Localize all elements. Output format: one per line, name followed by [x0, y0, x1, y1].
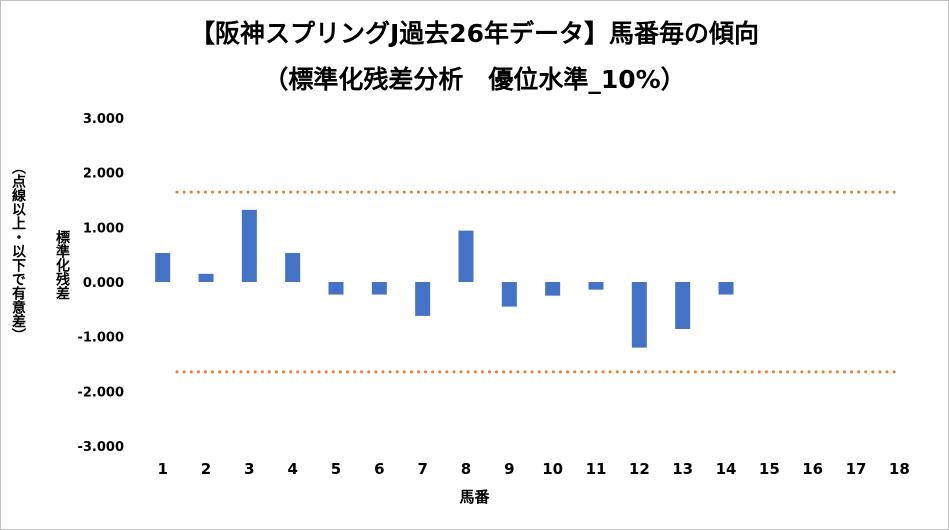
x-tick-label: 5 [331, 460, 341, 478]
bar-13 [675, 282, 691, 330]
x-tick-label: 14 [716, 460, 737, 478]
bar-4 [285, 253, 301, 282]
x-tick-label: 7 [417, 460, 427, 478]
y-tick-label: -2.000 [77, 385, 124, 400]
chart-title: 【阪神スプリングJ過去26年データ】馬番毎の傾向 [189, 19, 760, 48]
x-axis-label: 馬番 [459, 488, 490, 506]
x-tick-label: 15 [759, 460, 780, 478]
bar-12 [631, 282, 647, 348]
y-tick-label: 3.000 [83, 112, 124, 127]
x-tick-label: 12 [629, 460, 650, 478]
x-tick-labels: 1 2 3 4 5 6 7 8 9 10 11 12 13 14 15 16 17 18 [157, 460, 909, 478]
y-axis-note: （点線以上・以下で有意差） [10, 160, 26, 342]
x-tick-label: 18 [889, 460, 910, 478]
y-tick-label: -3.000 [77, 440, 124, 455]
bar-5 [328, 282, 344, 295]
y-tick-labels: 3.000 2.000 1.000 0.000 -1.000 -2.000 -3.000 [77, 112, 124, 455]
bar-2 [198, 273, 214, 282]
bar-7 [415, 282, 431, 316]
chart-subtitle: （標準化残差分析 優位水準_10%） [263, 65, 686, 94]
bar-10 [545, 282, 561, 296]
bar-11 [588, 282, 604, 290]
x-tick-label: 17 [846, 460, 867, 478]
x-tick-label: 8 [461, 460, 471, 478]
bar-3 [241, 209, 257, 282]
threshold-lines [175, 190, 902, 374]
x-tick-label: 2 [201, 460, 211, 478]
x-tick-label: 6 [374, 460, 384, 478]
bar-1 [155, 253, 171, 282]
x-tick-label: 4 [287, 460, 297, 478]
x-tick-label: 3 [244, 460, 254, 478]
x-tick-label: 11 [586, 460, 607, 478]
x-tick-label: 9 [504, 460, 514, 478]
x-tick-label: 1 [157, 460, 167, 478]
x-tick-label: 13 [672, 460, 693, 478]
bar-6 [371, 282, 387, 295]
y-axis-label: 標準化残差 [54, 230, 70, 300]
y-tick-label: 2.000 [83, 167, 124, 182]
y-tick-label: 1.000 [83, 221, 124, 236]
bar-8 [458, 230, 474, 282]
y-tick-label: 0.000 [83, 276, 124, 291]
bar-14 [718, 282, 734, 295]
x-tick-label: 10 [542, 460, 563, 478]
bars [155, 209, 734, 348]
x-tick-label: 16 [802, 460, 823, 478]
y-tick-label: -1.000 [77, 331, 124, 346]
bar-9 [501, 282, 517, 307]
